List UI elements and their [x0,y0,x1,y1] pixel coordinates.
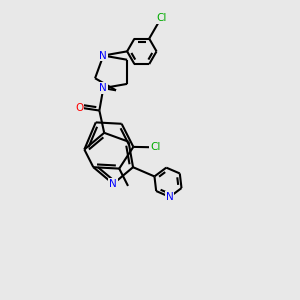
Text: Cl: Cl [150,142,161,152]
Text: N: N [100,51,107,61]
Text: N: N [100,83,107,93]
Text: N: N [109,179,117,189]
Text: O: O [75,103,83,112]
Text: Cl: Cl [156,13,166,23]
Text: N: N [166,192,174,202]
